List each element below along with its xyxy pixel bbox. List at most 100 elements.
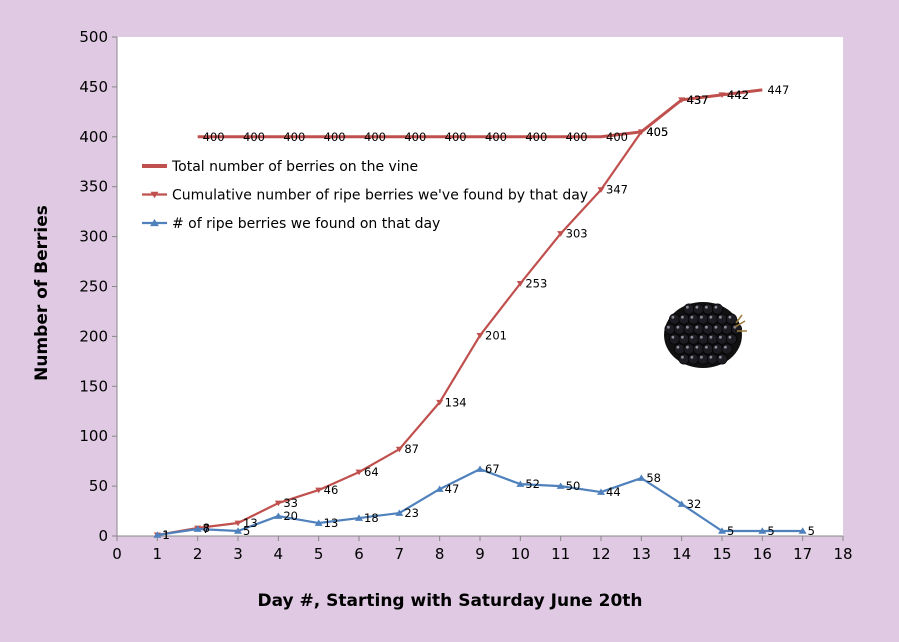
x-tick-label: 12 xyxy=(591,545,610,563)
berry-drupe xyxy=(687,333,699,345)
berry-drupe xyxy=(683,323,695,335)
x-tick-label: 2 xyxy=(193,545,203,563)
data-label: 400 xyxy=(203,130,225,144)
x-axis-title: Day #, Starting with Saturday June 20th xyxy=(257,591,642,611)
berry-highlight xyxy=(686,325,689,329)
data-label: 46 xyxy=(324,483,339,497)
y-tick-label: 400 xyxy=(79,128,108,146)
point-marker xyxy=(234,527,242,534)
point-marker xyxy=(355,469,363,476)
berry-drupe xyxy=(692,323,704,335)
x-tick-label: 18 xyxy=(833,545,852,563)
berry-drupe xyxy=(687,313,699,325)
x-tick-label: 15 xyxy=(712,545,731,563)
point-marker xyxy=(150,218,159,227)
data-label: 13 xyxy=(324,516,339,530)
x-tick-label: 3 xyxy=(233,545,243,563)
point-marker xyxy=(516,480,525,487)
data-label: 347 xyxy=(606,183,628,197)
berry-highlight xyxy=(700,355,703,359)
point-marker xyxy=(516,281,524,287)
berry-stem xyxy=(734,314,747,332)
x-tick-label: 17 xyxy=(793,545,812,563)
berry-drupe xyxy=(706,313,718,325)
point-marker xyxy=(435,485,444,492)
point-marker xyxy=(153,531,162,538)
berry-drupe xyxy=(716,333,728,345)
berry-highlight xyxy=(686,305,689,309)
point-marker xyxy=(274,512,283,519)
point-marker xyxy=(274,500,282,507)
x-tick-label: 11 xyxy=(551,545,570,563)
berry-highlight xyxy=(719,315,722,319)
data-label: 447 xyxy=(767,83,789,97)
berry-drupe xyxy=(683,303,695,315)
berry-highlight xyxy=(700,315,703,319)
berry-highlight xyxy=(705,325,708,329)
data-label: 1 xyxy=(162,528,169,542)
legend-label: # of ripe berries we found on that day xyxy=(172,216,440,232)
x-tick-label: 9 xyxy=(475,545,485,563)
berry-drupe xyxy=(721,323,733,335)
series-layer xyxy=(153,88,807,539)
legend: Total number of berries on the vine Cumul… xyxy=(142,159,588,232)
point-marker xyxy=(677,500,686,507)
point-marker xyxy=(476,465,484,472)
data-label: 64 xyxy=(364,465,379,479)
legend-label: Cumulative number of ripe berries we've … xyxy=(172,188,588,204)
x-tick-label: 6 xyxy=(354,545,364,563)
berry-highlight xyxy=(714,345,718,349)
berry-drupe xyxy=(721,343,733,355)
data-label: 400 xyxy=(485,130,507,144)
data-label: 87 xyxy=(404,442,419,456)
data-label: 405 xyxy=(646,125,668,139)
berry-highlight xyxy=(671,335,675,339)
data-label: 20 xyxy=(283,509,298,523)
data-label: 134 xyxy=(445,395,467,409)
x-tick-label: 8 xyxy=(435,545,445,563)
y-axis-title: Number of Berries xyxy=(32,205,52,381)
point-marker xyxy=(758,527,767,534)
point-marker xyxy=(798,527,807,534)
berry-highlight xyxy=(667,325,670,329)
y-tick-label: 0 xyxy=(98,527,108,545)
berry-drupe xyxy=(692,343,704,355)
x-tick-label: 13 xyxy=(632,545,651,563)
point-marker xyxy=(315,487,323,494)
berry-highlight xyxy=(690,355,694,359)
y-tick-label: 300 xyxy=(79,228,108,246)
data-label: 437 xyxy=(687,93,709,107)
x-tick-label: 14 xyxy=(672,545,691,563)
data-label: 437 xyxy=(687,93,709,107)
point-marker xyxy=(355,514,363,521)
point-marker xyxy=(637,129,645,135)
point-marker xyxy=(556,482,565,489)
x-tick-label: 10 xyxy=(511,545,530,563)
berry-drupe xyxy=(673,323,685,335)
berry-highlight xyxy=(709,335,713,339)
point-marker xyxy=(678,97,686,104)
berry-highlight xyxy=(724,325,727,329)
berry-drupe xyxy=(687,353,699,365)
data-label: 400 xyxy=(404,130,426,144)
point-marker xyxy=(597,187,605,193)
data-labels: 400 400 400 400 400 400 400 400 400 400 400 405 437 4… xyxy=(162,83,815,542)
x-tick-label: 5 xyxy=(314,545,324,563)
y-tick-label: 50 xyxy=(89,477,108,495)
data-label: 400 xyxy=(283,130,305,144)
berry-highlight xyxy=(709,355,713,359)
y-tick-label: 100 xyxy=(79,427,108,445)
y-tick-label: 450 xyxy=(79,78,108,96)
berry-highlight xyxy=(686,345,689,349)
data-label: 442 xyxy=(727,88,749,102)
data-label: 201 xyxy=(485,328,507,342)
berry-highlight xyxy=(690,315,694,319)
y-tick-label: 200 xyxy=(79,327,108,345)
plot-area xyxy=(117,37,843,536)
berry-drupe xyxy=(725,313,737,325)
berry-drupe xyxy=(711,323,723,335)
berry-highlight xyxy=(705,345,708,349)
y-tick-label: 250 xyxy=(79,278,108,296)
x-tick-label: 1 xyxy=(153,545,163,563)
